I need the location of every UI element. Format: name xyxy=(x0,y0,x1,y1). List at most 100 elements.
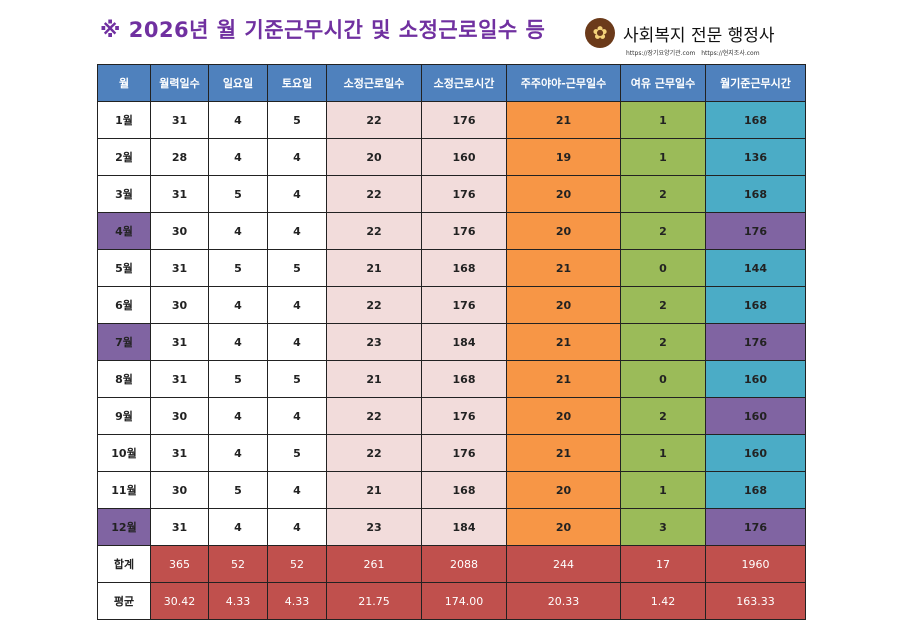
cell-sundays: 5 xyxy=(208,249,268,287)
cell-month: 3월 xyxy=(97,175,151,213)
table-row: 4월 30 4 4 22 176 20 2 176 xyxy=(97,212,806,250)
cell-calendar-days: 31 xyxy=(150,508,209,546)
cell-prescribed-work-hours: 184 xyxy=(421,508,507,546)
cell-spare-work-days: 2 xyxy=(620,397,706,435)
cell-monthly-standard-hours: 176 xyxy=(705,212,806,250)
logo-text: 사회복지 전문 행정사 xyxy=(623,25,775,46)
cell-monthly-standard-hours: 168 xyxy=(705,175,806,213)
page-title: ※ 2026년 월 기준근무시간 및 소정근로일수 등 xyxy=(100,18,546,42)
cell-spare-work-days: 2 xyxy=(620,323,706,361)
table-row: 5월 31 5 5 21 168 21 0 144 xyxy=(97,249,806,287)
cell-spare-work-days: 1 xyxy=(620,434,706,472)
cell-spare-work-days: 1.42 xyxy=(620,582,706,620)
cell-saturdays: 5 xyxy=(267,101,327,139)
cell-monthly-standard-hours: 136 xyxy=(705,138,806,176)
cell-prescribed-work-hours: 176 xyxy=(421,434,507,472)
cell-sundays: 5 xyxy=(208,471,268,509)
cell-day-night-work-days: 21 xyxy=(506,360,621,398)
logo: ✿ 사회복지 전문 행정사 xyxy=(585,18,775,48)
cell-prescribed-work-hours: 174.00 xyxy=(421,582,507,620)
cell-calendar-days: 30 xyxy=(150,212,209,250)
cell-day-night-work-days: 20 xyxy=(506,175,621,213)
cell-month: 8월 xyxy=(97,360,151,398)
cell-prescribed-work-hours: 168 xyxy=(421,360,507,398)
cell-spare-work-days: 17 xyxy=(620,545,706,583)
cell-prescribed-work-days: 261 xyxy=(326,545,422,583)
cell-monthly-standard-hours: 168 xyxy=(705,471,806,509)
table-row: 1월 31 4 5 22 176 21 1 168 xyxy=(97,101,806,139)
cell-prescribed-work-days: 22 xyxy=(326,212,422,250)
header-saturdays: 토요일 xyxy=(267,64,327,102)
cell-saturdays: 5 xyxy=(267,249,327,287)
cell-prescribed-work-hours: 176 xyxy=(421,175,507,213)
cell-sundays: 4.33 xyxy=(208,582,268,620)
cell-monthly-standard-hours: 163.33 xyxy=(705,582,806,620)
cell-spare-work-days: 1 xyxy=(620,101,706,139)
cell-prescribed-work-days: 21 xyxy=(326,249,422,287)
table-row: 2월 28 4 4 20 160 19 1 136 xyxy=(97,138,806,176)
cell-day-night-work-days: 20 xyxy=(506,471,621,509)
cell-sundays: 4 xyxy=(208,397,268,435)
cell-prescribed-work-hours: 168 xyxy=(421,249,507,287)
cell-month: 4월 xyxy=(97,212,151,250)
cell-prescribed-work-days: 21 xyxy=(326,360,422,398)
cell-saturdays: 4 xyxy=(267,471,327,509)
header-prescribed-work-hours: 소정근로시간 xyxy=(421,64,507,102)
cell-spare-work-days: 2 xyxy=(620,212,706,250)
cell-sundays: 4 xyxy=(208,212,268,250)
cell-prescribed-work-hours: 2088 xyxy=(421,545,507,583)
cell-sundays: 5 xyxy=(208,175,268,213)
cell-prescribed-work-hours: 168 xyxy=(421,471,507,509)
cell-saturdays: 4 xyxy=(267,323,327,361)
table-row: 3월 31 5 4 22 176 20 2 168 xyxy=(97,175,806,213)
cell-saturdays: 4 xyxy=(267,286,327,324)
cell-monthly-standard-hours: 160 xyxy=(705,360,806,398)
cell-sundays: 4 xyxy=(208,323,268,361)
cell-monthly-standard-hours: 168 xyxy=(705,286,806,324)
table-row: 8월 31 5 5 21 168 21 0 160 xyxy=(97,360,806,398)
cell-day-night-work-days: 20 xyxy=(506,286,621,324)
average-row: 평균 30.42 4.33 4.33 21.75 174.00 20.33 1.42 163.3… xyxy=(97,582,806,620)
cell-calendar-days: 31 xyxy=(150,323,209,361)
cell-month: 2월 xyxy=(97,138,151,176)
cell-day-night-work-days: 20 xyxy=(506,508,621,546)
cell-month: 12월 xyxy=(97,508,151,546)
cell-calendar-days: 31 xyxy=(150,249,209,287)
cell-day-night-work-days: 20 xyxy=(506,397,621,435)
cell-monthly-standard-hours: 144 xyxy=(705,249,806,287)
cell-monthly-standard-hours: 160 xyxy=(705,434,806,472)
cell-prescribed-work-days: 22 xyxy=(326,434,422,472)
flower-seal-icon: ✿ xyxy=(585,18,615,48)
cell-day-night-work-days: 21 xyxy=(506,434,621,472)
cell-prescribed-work-days: 23 xyxy=(326,508,422,546)
cell-calendar-days: 31 xyxy=(150,101,209,139)
cell-month: 10월 xyxy=(97,434,151,472)
cell-saturdays: 5 xyxy=(267,360,327,398)
cell-spare-work-days: 1 xyxy=(620,471,706,509)
table-row: 11월 30 5 4 21 168 20 1 168 xyxy=(97,471,806,509)
cell-calendar-days: 31 xyxy=(150,175,209,213)
header-sundays: 일요일 xyxy=(208,64,268,102)
table-row: 6월 30 4 4 22 176 20 2 168 xyxy=(97,286,806,324)
cell-prescribed-work-hours: 176 xyxy=(421,286,507,324)
cell-day-night-work-days: 20.33 xyxy=(506,582,621,620)
cell-month: 합계 xyxy=(97,545,151,583)
cell-calendar-days: 365 xyxy=(150,545,209,583)
cell-calendar-days: 30 xyxy=(150,286,209,324)
cell-saturdays: 4 xyxy=(267,175,327,213)
total-row: 합계 365 52 52 261 2088 244 17 1960 xyxy=(97,545,806,583)
cell-calendar-days: 30 xyxy=(150,471,209,509)
cell-day-night-work-days: 21 xyxy=(506,101,621,139)
cell-day-night-work-days: 21 xyxy=(506,323,621,361)
cell-saturdays: 4.33 xyxy=(267,582,327,620)
cell-prescribed-work-days: 20 xyxy=(326,138,422,176)
header-day-night-work-days: 주주야야-근무일수 xyxy=(506,64,621,102)
cell-prescribed-work-days: 21.75 xyxy=(326,582,422,620)
cell-day-night-work-days: 244 xyxy=(506,545,621,583)
cell-calendar-days: 30 xyxy=(150,397,209,435)
cell-monthly-standard-hours: 176 xyxy=(705,323,806,361)
table-row: 7월 31 4 4 23 184 21 2 176 xyxy=(97,323,806,361)
header-monthly-standard-hours: 월기준근무시간 xyxy=(705,64,806,102)
header-month: 월 xyxy=(97,64,151,102)
cell-saturdays: 4 xyxy=(267,508,327,546)
